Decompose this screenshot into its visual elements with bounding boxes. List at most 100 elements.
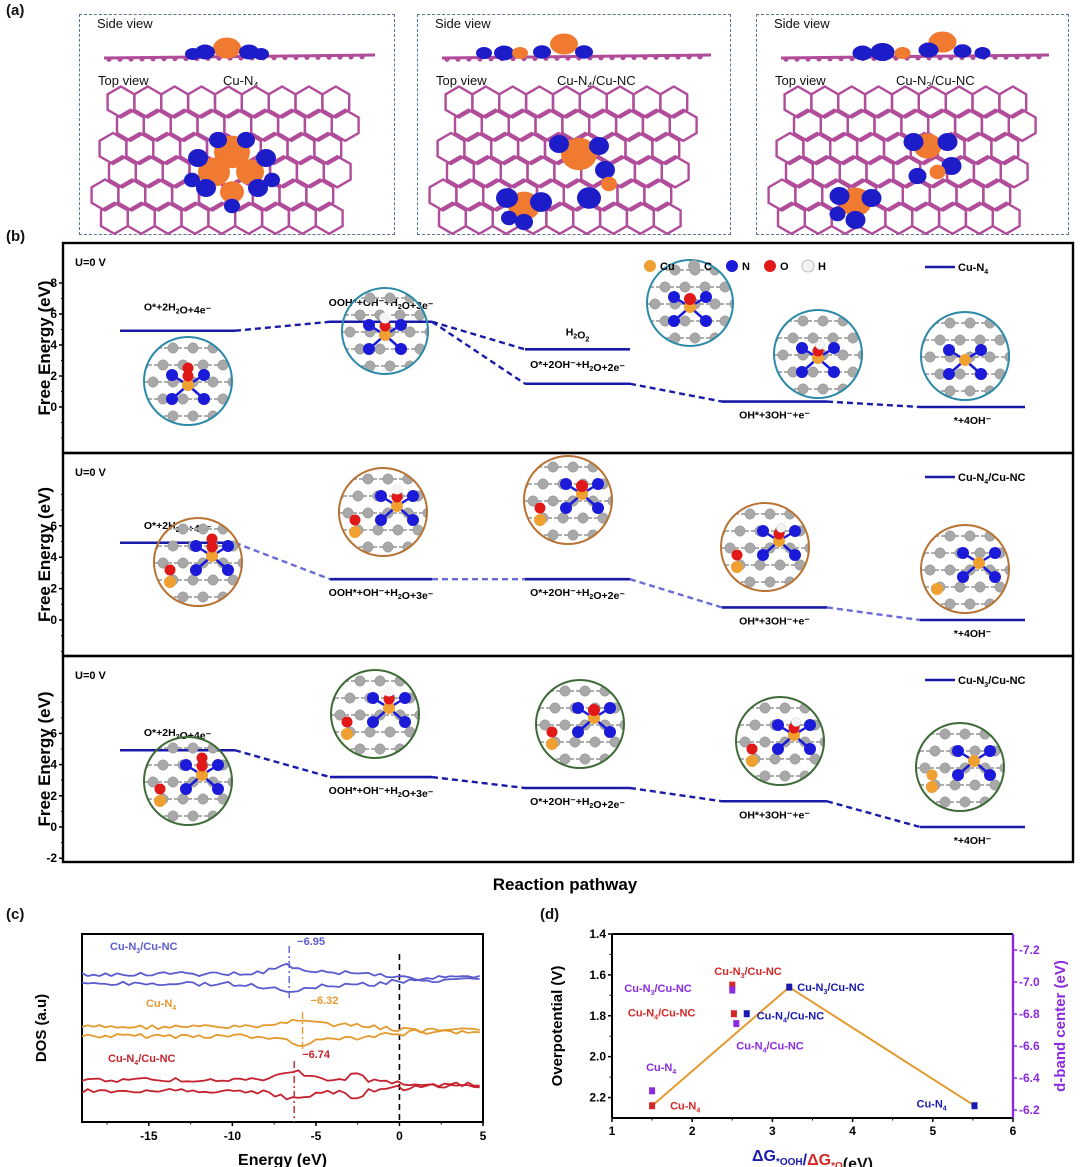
side-atom (653, 54, 659, 60)
plot-frame (81, 933, 484, 1123)
atom-c (354, 743, 366, 755)
atom-c (619, 685, 624, 697)
x-tick-label: 3 (769, 1124, 776, 1138)
charge-depletion (184, 172, 200, 188)
atom-c (248, 575, 258, 585)
atom-c (559, 719, 571, 731)
atom-h (815, 340, 825, 350)
x-tick-label: 5 (480, 1129, 487, 1143)
atom-n (772, 743, 784, 755)
atom-c (414, 743, 419, 755)
charge-accumulation (929, 164, 946, 180)
atom-n (975, 344, 987, 356)
hex-ring (651, 131, 681, 166)
hex-ring (668, 108, 698, 143)
hex-ring (982, 178, 1012, 212)
atom-c (868, 367, 878, 377)
atom-c (530, 669, 540, 679)
hex-ring (276, 108, 307, 143)
hex-ring (803, 201, 833, 235)
atom-c (954, 334, 966, 346)
atom-n (789, 549, 801, 561)
atom-c (964, 385, 976, 397)
atom-c (618, 513, 628, 523)
side-atom (271, 55, 277, 61)
atom-c (589, 736, 601, 748)
charge-depletion (188, 149, 208, 167)
hex-ring (884, 201, 914, 235)
subplot-frame (61, 654, 1075, 864)
inset-border (720, 502, 810, 592)
atom-h (383, 685, 395, 697)
atom-c (138, 592, 148, 602)
atom-c (905, 599, 915, 609)
atom-c (974, 581, 986, 593)
atom-c (237, 523, 242, 535)
atom-n (957, 547, 969, 559)
atom-c (197, 523, 209, 535)
atom-c (975, 301, 985, 311)
graphene-structure (428, 33, 712, 235)
atom-c (929, 745, 941, 757)
hex-ring (180, 201, 210, 235)
atom-c (744, 542, 756, 554)
atom-h (791, 717, 801, 727)
atom-c (705, 543, 715, 553)
atom-c (372, 524, 384, 536)
dos-curve-spin-down (81, 1081, 480, 1101)
y-tick-label: 6 (50, 519, 57, 533)
dos-curve-spin-up (81, 1069, 480, 1089)
atom-c (1004, 598, 1009, 610)
atom-n (984, 769, 996, 781)
hex-ring (507, 108, 537, 143)
atom-c (414, 709, 419, 721)
side-atom (827, 56, 833, 62)
atom-n (975, 368, 987, 380)
hex-ring (614, 108, 645, 143)
o-data-point (730, 1010, 737, 1018)
inset-border (143, 736, 233, 826)
atom-n (212, 759, 224, 771)
atom-c (724, 542, 736, 554)
level-label: OOH*+OH⁻+H2O+3e⁻ (329, 587, 434, 602)
atom-cu (164, 576, 176, 588)
atom-c (905, 352, 915, 362)
structure-name: Cu-N3/Cu-NC (896, 73, 975, 91)
hex-ring (643, 178, 673, 212)
atom-c (365, 659, 375, 669)
hex-ring (794, 178, 824, 212)
atom-c (415, 276, 425, 286)
atom-c (744, 576, 756, 588)
atom-c (740, 316, 750, 326)
atom-c (323, 542, 333, 552)
atom-c (227, 376, 232, 388)
atom-o (731, 549, 743, 561)
atom-c (520, 686, 530, 696)
atom-o (341, 716, 353, 728)
side-atom (326, 54, 332, 60)
hex-ring (313, 131, 343, 166)
atom-o (379, 320, 391, 332)
structure-inset (915, 722, 1005, 812)
hex-ring (455, 178, 485, 212)
atom-n (222, 540, 234, 552)
atom-c (177, 591, 189, 603)
charge-depletion (937, 133, 958, 151)
atom-o (534, 502, 546, 514)
hex-ring (972, 154, 1003, 189)
dos-curve-spin-up (81, 962, 480, 984)
energy-connector (629, 578, 723, 609)
hex-ring (444, 85, 474, 119)
legend-label: Cu-N4/Cu-NC (958, 472, 1026, 486)
charge-accumulation (236, 159, 264, 185)
atom-c (935, 301, 945, 311)
hex-ring (169, 108, 199, 143)
panel-label-b: (b) (6, 228, 26, 245)
charge-accumulation (512, 47, 528, 59)
atom-c (759, 770, 771, 782)
hex-ring (490, 131, 520, 166)
atom-o (391, 491, 403, 503)
atom-c (167, 410, 179, 422)
atom-c (414, 675, 419, 687)
atom-c (425, 727, 435, 737)
